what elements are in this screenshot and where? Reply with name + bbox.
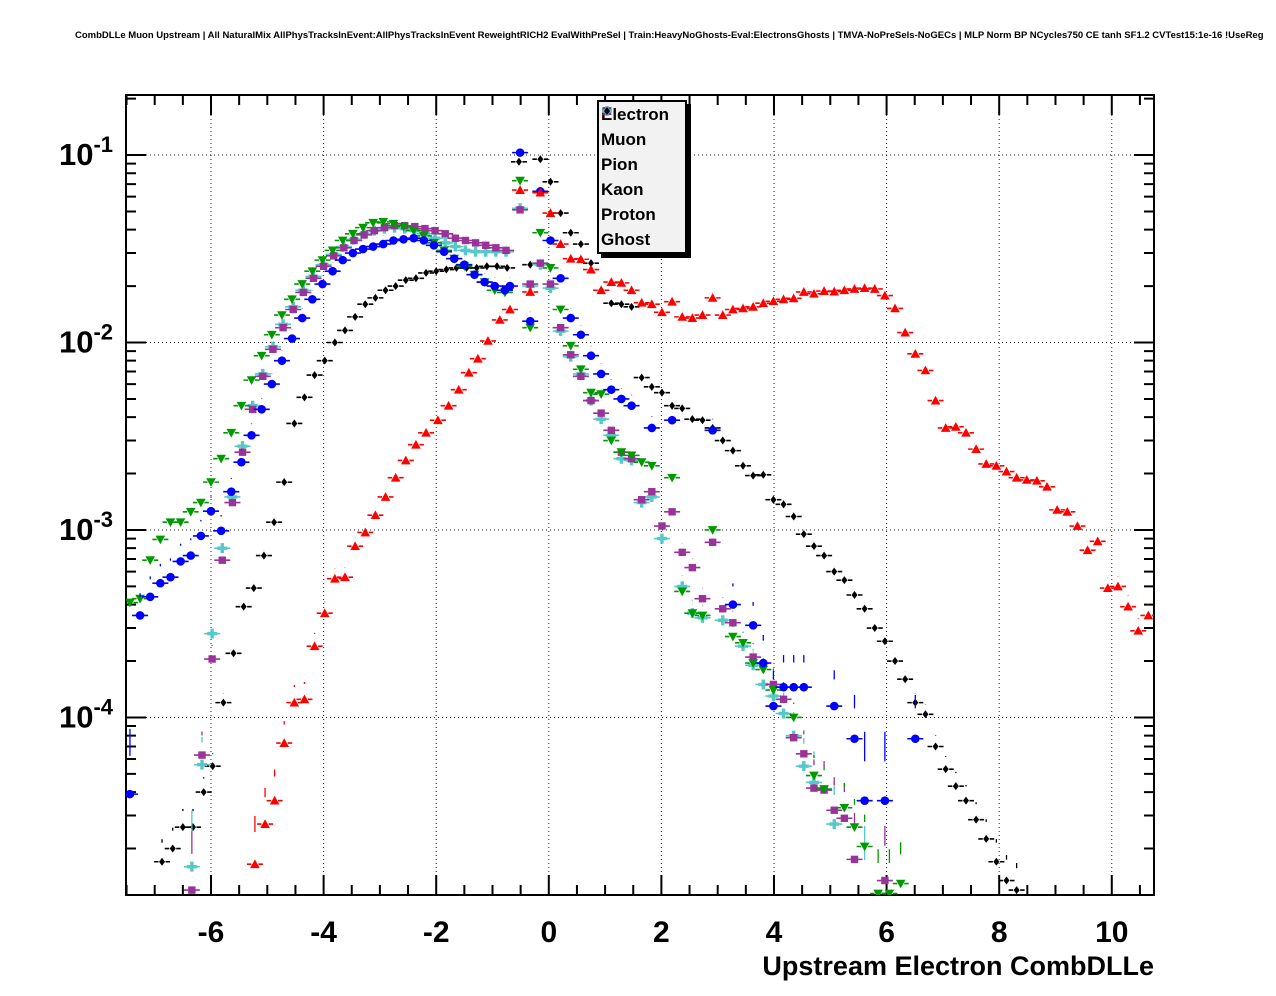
series-pion (126, 176, 909, 895)
y-axis-tick-labels: 10-1 10-2 10-3 10-4 (59, 132, 114, 734)
series-ghost (154, 155, 1025, 895)
legend-entry-muon: Muon (599, 106, 685, 152)
gridlines (126, 95, 1154, 895)
legend-entry-pion: Pion (599, 107, 685, 177)
legend-label: Muon (601, 130, 647, 149)
ghost-marker-icon (604, 107, 610, 115)
legend-label: Electron (601, 105, 670, 124)
svg-text:0: 0 (540, 916, 557, 949)
x-axis-title: Upstream Electron CombDLLe (762, 951, 1154, 981)
legend-entry-proton: Proton (599, 106, 685, 227)
legend-box: Electron Muon Pion Kaon Proton Ghost (597, 100, 687, 254)
legend-entry-ghost: Ghost (599, 107, 685, 252)
legend-label: Proton (601, 205, 656, 224)
legend-label: Pion (601, 155, 638, 174)
chart-title: CombDLLe Muon Upstream | All NaturalMix … (75, 30, 1264, 41)
svg-text:10: 10 (1095, 916, 1128, 949)
legend-entry-kaon: Kaon (599, 107, 685, 202)
series-electron (246, 185, 1154, 869)
svg-text:4: 4 (766, 916, 783, 949)
svg-text:8: 8 (991, 916, 1008, 949)
svg-text:10-3: 10-3 (59, 507, 113, 547)
svg-text:6: 6 (878, 916, 895, 949)
svg-text:10-4: 10-4 (59, 694, 114, 734)
legend-label: Ghost (601, 230, 651, 249)
plot-frame (125, 94, 1155, 896)
svg-text:-6: -6 (198, 916, 225, 949)
svg-text:2: 2 (653, 916, 670, 949)
legend-label: Kaon (601, 180, 644, 199)
svg-text:-2: -2 (423, 916, 450, 949)
x-axis-tick-labels: -6 -4 -2 0 2 4 6 8 10 (198, 916, 1129, 949)
series-proton (183, 203, 866, 872)
svg-text:10-1: 10-1 (59, 132, 113, 172)
series-kaon (183, 205, 893, 894)
series-muon (126, 144, 924, 805)
svg-text:10-2: 10-2 (59, 320, 113, 360)
svg-text:-4: -4 (310, 916, 337, 949)
